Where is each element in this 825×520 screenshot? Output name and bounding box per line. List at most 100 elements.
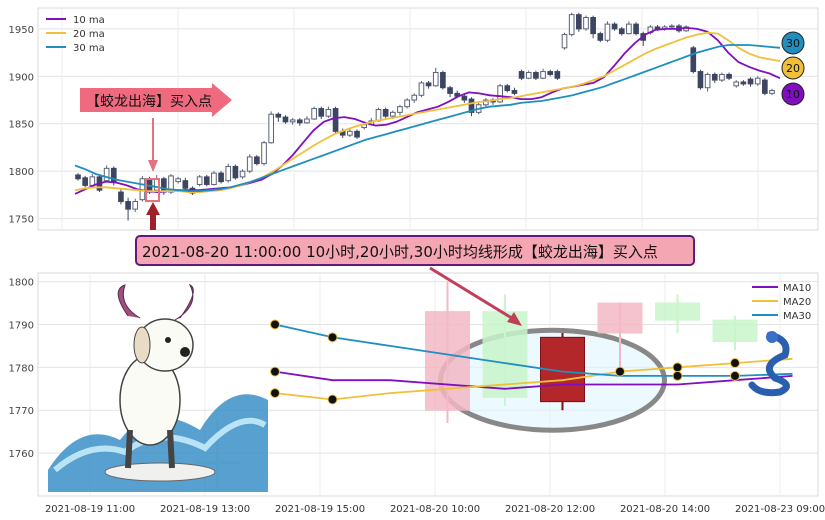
dog-surfing-illustration: [48, 283, 268, 492]
top-candle-body: [389, 111, 396, 117]
top-candle-body: [232, 165, 239, 179]
legend-label-30ma: 30 ma: [73, 43, 105, 54]
top-panel: 1750 1800 1850 1900 1950 10 ma 20 ma 30 ma 【…: [9, 7, 819, 231]
legend-label-20ma: 20 ma: [73, 29, 105, 40]
top-candle-body: [626, 23, 632, 35]
top-candle-body: [182, 180, 189, 189]
bottom-x-tick-label: 2021-08-19 15:00: [275, 504, 365, 515]
bottom-x-tick-label: 2021-08-19 11:00: [45, 504, 135, 515]
top-candle-body: [332, 108, 339, 132]
top-candle-body: [690, 47, 697, 73]
top-candle-body: [575, 14, 582, 30]
top-candle-body: [540, 71, 546, 79]
top-candle-body: [289, 119, 296, 123]
bottom-y-tick-label: 1780: [9, 363, 34, 374]
top-ma-lines: [74, 26, 781, 195]
dragon-illustration: [748, 331, 790, 397]
top-candle-body: [125, 201, 131, 210]
top-candle-body: [161, 178, 167, 193]
dog-ear: [133, 326, 151, 364]
top-candle-body: [440, 72, 446, 89]
bottom-x-ticks: 2021-08-19 11:00 2021-08-19 13:00 2021-08-…: [45, 504, 825, 515]
top-candle-body: [311, 108, 317, 120]
top-candle-body: [733, 81, 740, 87]
top-candle-body: [203, 176, 210, 185]
bottom-ma-dot: [615, 366, 625, 377]
legend-label-MA20: MA20: [783, 297, 811, 308]
bottom-candle-body: [655, 302, 700, 321]
top-candle-body: [568, 14, 575, 36]
badge-10-label: 10: [786, 88, 800, 101]
bottom-title: 2021-08-20 11:00:00 10小时,20小时,30小时均线形成【蛟…: [142, 243, 658, 261]
top-candle-body: [604, 23, 611, 41]
bottom-ma-line-MA10: [274, 370, 793, 390]
top-y-ticks: 1750 1800 1850 1900 1950: [9, 25, 34, 226]
top-candle-body: [411, 94, 418, 101]
bottom-ma-dot: [672, 370, 683, 381]
bottom-ma-dot: [327, 332, 338, 343]
bottom-legend: MA10 MA20 MA30: [752, 283, 811, 322]
bottom-candle-body: [597, 302, 643, 334]
badge-30: [781, 31, 805, 55]
top-candle-body: [254, 156, 260, 165]
top-candle-body: [597, 33, 604, 41]
bottom-y-tick-label: 1790: [9, 320, 34, 331]
top-candle-body: [504, 85, 511, 92]
top-candle-body: [726, 73, 732, 79]
top-candle-body: [282, 116, 289, 123]
top-candle-body: [525, 72, 532, 79]
dragon-head: [766, 331, 778, 343]
top-candle-body: [654, 26, 661, 30]
bottom-y-ticks: 1760 1770 1780 1790 1800: [9, 278, 34, 461]
bottom-ma-dot: [270, 319, 280, 330]
top-ma-line-20ma: [74, 31, 781, 194]
bottom-candle-body: [712, 319, 758, 343]
top-plot-frame: [37, 7, 819, 231]
top-candle-body: [404, 99, 410, 108]
annotation-pointer-head: [148, 160, 158, 172]
dog-nose: [180, 347, 190, 357]
signal-up-arrow-shaft: [150, 214, 156, 230]
top-candle-body: [618, 28, 625, 35]
top-candle-body: [547, 71, 554, 75]
top-candle-body: [347, 130, 353, 136]
top-candle-body: [261, 142, 267, 165]
bottom-ma-dot: [672, 362, 683, 373]
top-candle-body: [740, 81, 747, 85]
bottom-ma-dot: [730, 358, 740, 369]
top-candle-body: [747, 78, 754, 85]
top-candle-body: [590, 16, 596, 35]
top-candle-body: [611, 23, 618, 30]
top-y-tick-label: 1900: [9, 72, 34, 83]
top-candle-body: [762, 79, 768, 94]
top-candle-body: [697, 71, 704, 89]
top-candle-body: [296, 119, 303, 124]
dog-eye: [165, 337, 171, 343]
top-candle-body: [497, 85, 503, 103]
top-candles: [75, 12, 775, 221]
dog-antler-left: [117, 284, 141, 319]
top-candle-body: [769, 90, 775, 94]
top-candle-body: [554, 71, 561, 79]
top-candle-body: [425, 82, 432, 87]
top-candle-body: [418, 82, 425, 96]
top-candle-body: [246, 156, 253, 172]
top-candle-body: [168, 175, 174, 193]
bottom-x-tick-label: 2021-08-20 12:00: [505, 504, 595, 515]
dog-antler-right: [174, 283, 194, 321]
signal-up-arrow-head: [146, 202, 160, 215]
top-candle-body: [518, 71, 525, 79]
focus-pointer-head: [507, 312, 522, 326]
top-candle-body: [211, 172, 217, 185]
top-candle-body: [583, 16, 589, 30]
badge-10: [781, 82, 805, 106]
bottom-y-tick-label: 1760: [9, 449, 34, 460]
top-candle-body: [132, 201, 139, 210]
title-banner-box: [135, 235, 695, 266]
bottom-x-tick-label: 2021-08-23 09:00: [735, 504, 825, 515]
top-candle-body: [304, 118, 310, 124]
bottom-ma-line-MA20: [274, 357, 793, 401]
top-y-tick-label: 1850: [9, 120, 34, 131]
top-ma-line-10ma: [74, 26, 781, 195]
